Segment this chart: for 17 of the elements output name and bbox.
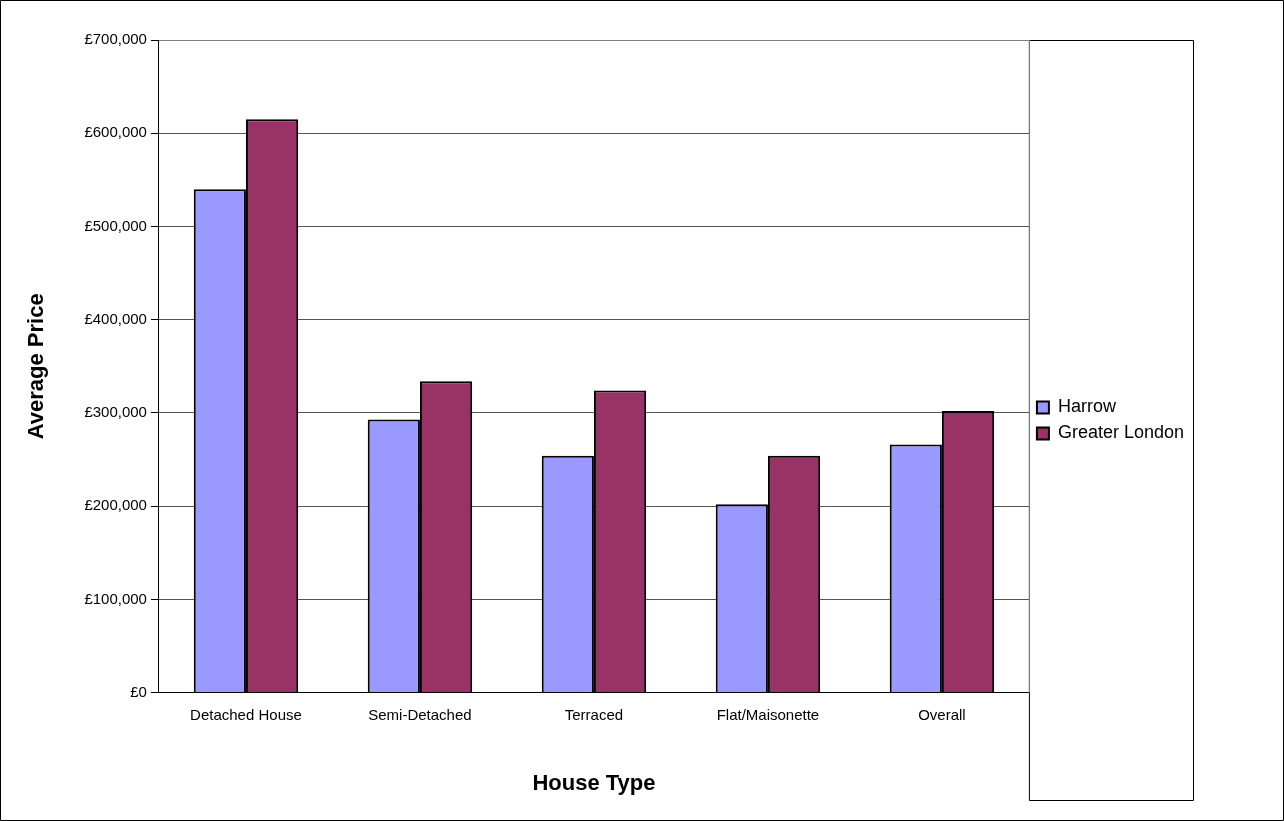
x-tick-label: Semi-Detached (368, 705, 472, 723)
x-tick-label: Overall (918, 705, 966, 723)
x-tick-label: Terraced (564, 705, 624, 723)
x-axis-title: House Type (532, 769, 656, 795)
y-tick-label: £0 (130, 682, 147, 700)
y-tick-label: £600,000 (84, 123, 147, 141)
legend-label: Harrow (1057, 396, 1117, 417)
x-tick-label: Flat/Maisonette (716, 705, 820, 723)
y-tick-label: £300,000 (84, 403, 147, 421)
legend-label: Greater London (1057, 422, 1185, 443)
y-tick-label: £100,000 (84, 589, 147, 607)
y-tick-label: £200,000 (84, 496, 147, 514)
y-tick-label: £700,000 (84, 30, 147, 48)
y-axis-title: Average Price (23, 293, 49, 440)
x-tick-label: Detached House (190, 705, 302, 723)
y-tick-label: £500,000 (84, 216, 147, 234)
y-tick-label: £400,000 (84, 309, 147, 327)
